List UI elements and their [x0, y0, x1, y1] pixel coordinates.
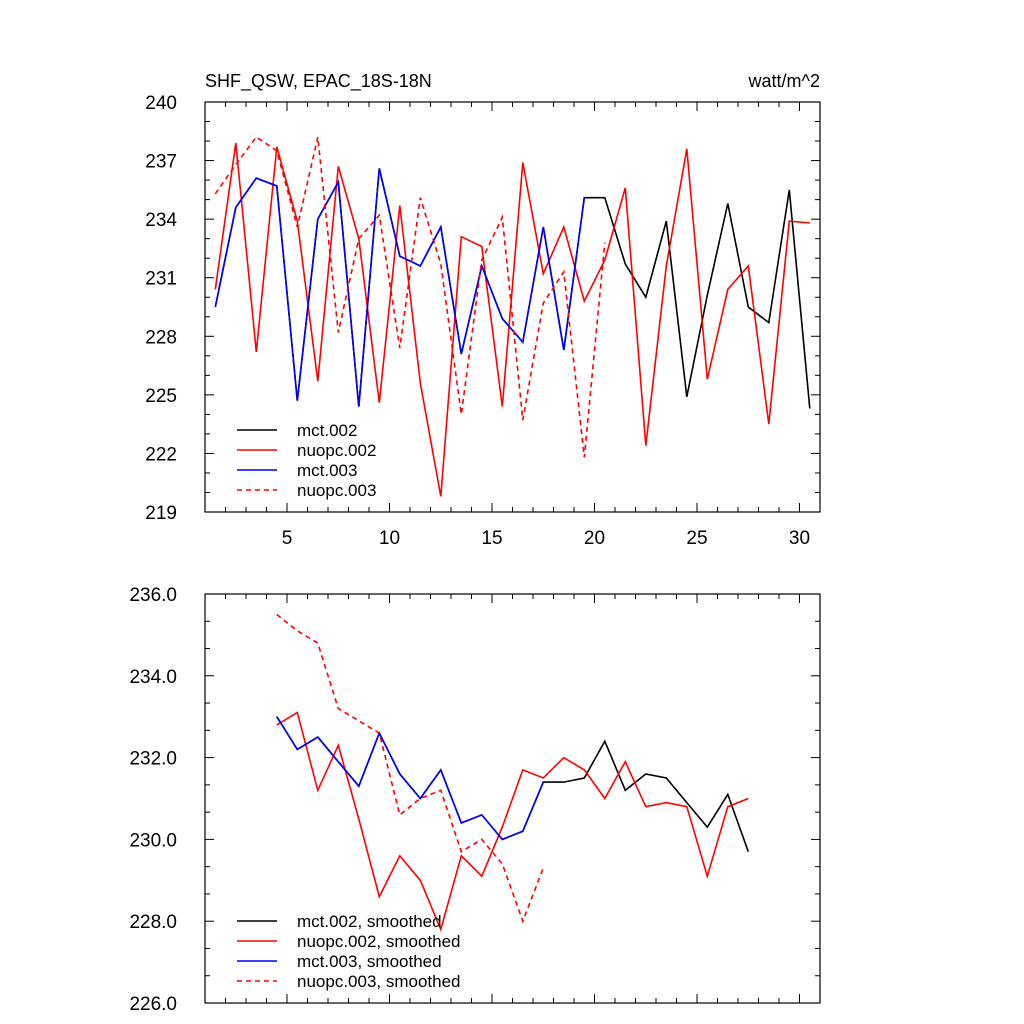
legend-label: mct.002, smoothed [297, 912, 442, 931]
series-line-mct-002-smoothed [276, 716, 750, 852]
legend-label: mct.003 [297, 461, 357, 480]
y-tick-label: 231 [145, 269, 177, 290]
legend-label: nuopc.003 [297, 481, 376, 500]
y-tick-label: 219 [145, 503, 177, 524]
series-line-mct-003-smoothed [276, 716, 545, 841]
chart-title: SHF_QSW, EPAC_18S-18N [205, 71, 432, 92]
series-line-nuopc-002 [214, 142, 810, 497]
series-line-nuopc-002-smoothed [276, 711, 749, 932]
y-tick-label: 232.0 [129, 749, 177, 770]
x-tick-label: 15 [481, 528, 502, 549]
y-tick-label: 225 [145, 386, 177, 407]
legend-label: nuopc.002 [297, 441, 376, 460]
y-tick-label: 228 [145, 327, 177, 348]
panel-1: 5 10 15 20 25 30 219 222 225 228 231 234 237 240 mct.0… [145, 93, 821, 549]
x-tick-label: 10 [379, 528, 400, 549]
y-tick-label: 230.0 [129, 830, 177, 851]
y-tick-label: 240 [145, 93, 177, 114]
x-tick-label: 5 [282, 528, 293, 549]
y-tick-label: 234 [145, 210, 177, 231]
legend-label: nuopc.002, smoothed [297, 932, 461, 951]
legend-label: nuopc.003, smoothed [297, 972, 461, 991]
y-tick-label: 237 [145, 152, 177, 173]
units-label: watt/m^2 [748, 71, 820, 91]
x-tick-label: 30 [789, 528, 810, 549]
panel-2: 226.0 228.0 230.0 232.0 234.0 236.0 mct.002, s… [129, 585, 821, 1015]
y-tick-label: 228.0 [129, 912, 177, 933]
legend-label: mct.003, smoothed [297, 952, 442, 971]
y-tick-label: 234.0 [129, 667, 177, 688]
y-tick-label: 222 [145, 444, 177, 465]
series-line-mct-003 [214, 168, 586, 407]
y-tick-label: 236.0 [129, 585, 177, 606]
legend-label: mct.002 [297, 421, 357, 440]
series-line-nuopc-003 [214, 136, 606, 458]
y-tick-label: 226.0 [129, 994, 177, 1015]
x-tick-label: 20 [584, 528, 605, 549]
x-tick-label: 25 [686, 528, 707, 549]
series-line-nuopc-003-smoothed [276, 613, 545, 924]
